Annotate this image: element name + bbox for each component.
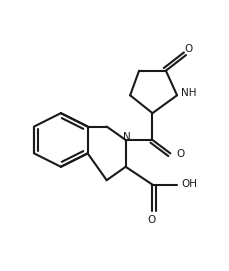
Text: NH: NH — [181, 88, 196, 98]
Text: N: N — [123, 132, 131, 142]
Text: O: O — [147, 215, 155, 225]
Text: OH: OH — [181, 179, 197, 189]
Text: O: O — [176, 150, 185, 160]
Text: O: O — [184, 44, 192, 54]
